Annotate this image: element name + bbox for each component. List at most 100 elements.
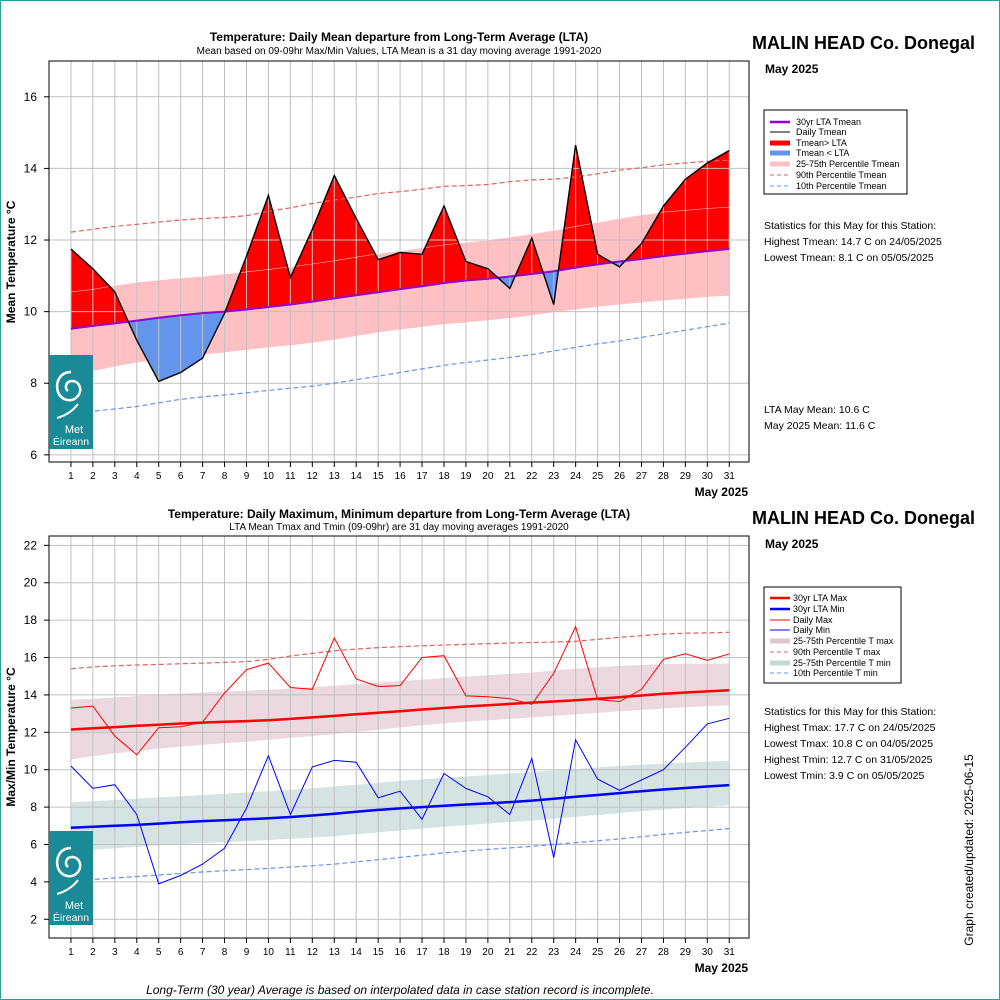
x-tick-label: 15	[373, 471, 385, 482]
x-tick-label: 17	[416, 471, 428, 482]
x-tick-label: 12	[307, 947, 319, 958]
x-tick-label: 16	[395, 947, 407, 958]
x-tick-label: 9	[244, 947, 250, 958]
x-tick-label: 23	[548, 471, 560, 482]
bottom-legend-box	[763, 586, 902, 684]
met-eireann-logo: Met Éireann	[49, 355, 93, 449]
x-tick-label: 3	[112, 471, 118, 482]
lta-month-mean: LTA May Mean: 10.6 C	[764, 404, 870, 416]
x-tick-label: 24	[570, 471, 582, 482]
top-station-name: MALIN HEAD Co. Donegal	[752, 33, 975, 53]
x-tick-label: 10	[263, 947, 275, 958]
x-tick-label: 20	[482, 471, 494, 482]
swirl-icon	[55, 846, 82, 878]
y-tick-label: 20	[24, 576, 38, 590]
top-stats-header: Statistics for this May for this Station…	[764, 220, 936, 232]
x-tick-label: 10	[263, 471, 275, 482]
swirl-icon	[55, 370, 82, 402]
bottom-y-axis-label: Max/Min Temperature °C	[4, 667, 18, 807]
x-tick-label: 6	[178, 471, 184, 482]
line-lta-min	[70, 783, 730, 829]
legend-label: 30yr LTA Min	[793, 604, 845, 614]
logo-text: Éireann	[53, 435, 89, 448]
warm-anomaly-area	[707, 150, 730, 252]
legend-label: 90th Percentile T max	[793, 647, 881, 657]
x-tick-label: 5	[156, 947, 162, 958]
x-tick-label: 1	[68, 947, 74, 958]
y-tick-label: 14	[24, 161, 38, 175]
legend-label: Daily Min	[793, 625, 830, 635]
cool-anomaly-area	[158, 315, 181, 382]
y-tick-label: 6	[30, 448, 37, 462]
cool-anomaly-area	[136, 317, 159, 382]
bottom-stat-line: Highest Tmax: 17.7 C on 24/05/2025	[764, 722, 936, 734]
top-chart-subtitle: Mean based on 09-09hr Max/Min Values, LT…	[197, 46, 602, 57]
top-y-axis-label: Mean Temperature °C	[4, 200, 18, 323]
y-tick-label: 8	[30, 376, 37, 390]
y-tick-label: 12	[24, 233, 38, 247]
x-tick-label: 4	[134, 471, 140, 482]
legend-label: 30yr LTA Max	[793, 593, 848, 603]
bottom-stat-line: Lowest Tmin: 3.9 C on 05/05/2025	[764, 770, 924, 782]
legend-label: Tmean> LTA	[796, 138, 847, 148]
x-tick-label: 8	[222, 471, 228, 482]
legend-label: Tmean < LTA	[796, 148, 849, 158]
warm-anomaly-area	[356, 218, 379, 296]
x-tick-label: 4	[134, 947, 140, 958]
y-tick-label: 10	[24, 305, 38, 319]
warm-anomaly-area	[422, 206, 444, 287]
y-tick-label: 22	[24, 538, 38, 552]
y-tick-label: 18	[24, 613, 38, 627]
x-tick-label: 22	[526, 947, 538, 958]
top-legend: 30yr LTA Tmean Daily Tmean Tmean> LTA Tm…	[763, 109, 908, 195]
warm-anomaly-area	[378, 252, 401, 293]
warm-anomaly-area	[268, 195, 291, 307]
x-tick-label: 11	[285, 947, 296, 958]
warm-anomaly-area	[92, 268, 115, 326]
legend-label: 25-75th Percentile T min	[793, 658, 891, 668]
month-mean: May 2025 Mean: 11.6 C	[764, 420, 876, 432]
y-tick-label: 16	[24, 90, 38, 104]
x-tick-label: 27	[636, 947, 648, 958]
bottom-plot-border	[48, 535, 750, 939]
met-eireann-logo: Met Éireann	[49, 831, 93, 925]
x-tick-label: 12	[307, 471, 319, 482]
x-tick-label: 17	[416, 947, 428, 958]
x-tick-label: 14	[351, 947, 363, 958]
x-tick-label: 13	[329, 471, 341, 482]
line-p90-tmean	[70, 159, 730, 233]
x-tick-label: 20	[482, 947, 494, 958]
top-stat-line: Lowest Tmean: 8.1 C on 05/05/2025	[764, 252, 934, 264]
y-tick-label: 12	[24, 725, 38, 739]
bottom-chart: 1 2 3 4 5 6 7 8 9 10 11 12 13 14 15 16 17 18 19 20 21 22 23 24 2…	[24, 535, 750, 958]
warm-anomaly-area	[663, 179, 686, 257]
x-tick-label: 19	[460, 471, 472, 482]
x-tick-label: 29	[680, 471, 692, 482]
y-tick-label: 16	[24, 651, 38, 665]
logo-tile	[49, 355, 93, 449]
x-tick-label: 2	[90, 947, 96, 958]
swirl-tail-icon	[56, 879, 79, 895]
line-lta-max	[70, 689, 730, 731]
bottom-chart-title: Temperature: Daily Maximum, Minimum depa…	[168, 507, 630, 521]
warm-anomaly-area	[334, 175, 357, 299]
line-p10-tmean	[70, 322, 730, 415]
x-tick-label: 25	[592, 471, 604, 482]
bottom-legend: 30yr LTA Max 30yr LTA Min Daily Max Dail…	[763, 586, 902, 684]
x-tick-label: 25	[592, 947, 604, 958]
bottom-chart-subtitle: LTA Mean Tmax and Tmin (09-09hr) are 31 …	[229, 522, 569, 533]
warm-anomaly-area	[443, 206, 466, 283]
x-tick-label: 18	[438, 471, 450, 482]
line-lta-tmean	[70, 248, 730, 330]
legend-label: Daily Max	[793, 615, 833, 625]
x-tick-label: 28	[658, 947, 670, 958]
logo-tile	[49, 831, 93, 925]
x-tick-label: 26	[614, 947, 626, 958]
bottom-stat-line: Highest Tmin: 12.7 C on 31/05/2025	[764, 754, 933, 766]
top-plot-border	[48, 60, 750, 463]
x-tick-label: 31	[724, 471, 736, 482]
x-tick-label: 30	[702, 471, 714, 482]
x-tick-label: 9	[244, 471, 250, 482]
x-tick-label: 23	[548, 947, 560, 958]
bottom-station-name: MALIN HEAD Co. Donegal	[752, 508, 975, 528]
